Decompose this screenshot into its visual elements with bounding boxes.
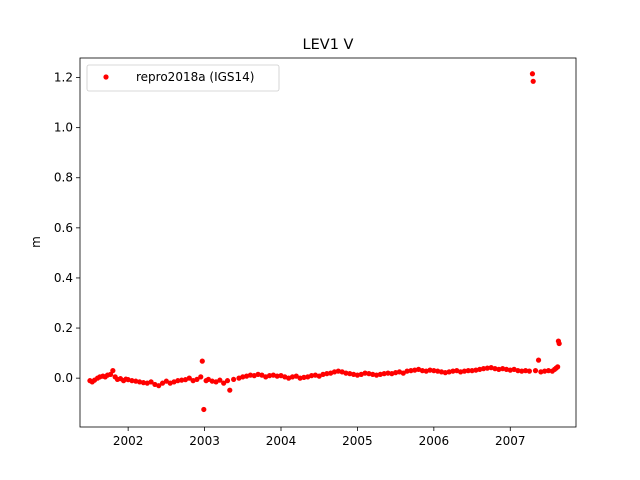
y-tick-label: 1.2 [54, 71, 73, 85]
data-point [542, 368, 548, 374]
data-point [408, 368, 414, 374]
data-point [186, 375, 192, 381]
y-tick-label: 0.8 [54, 171, 73, 185]
chart-title: LEV1 V [303, 37, 354, 53]
data-point [419, 368, 425, 374]
data-point [140, 380, 147, 386]
data-point [301, 374, 307, 380]
plot-frame [79, 57, 577, 428]
data-point [400, 370, 406, 376]
data-point [522, 368, 529, 374]
data-point [427, 367, 433, 373]
y-axis: 0.0 0.2 0.4 0.6 0.8 1.0 1.2 [54, 71, 80, 385]
data-point [201, 406, 207, 413]
data-point [159, 380, 166, 386]
data-point [362, 370, 368, 376]
y-tick-label: 0.6 [54, 221, 73, 235]
data-point [465, 368, 471, 374]
data-point [450, 368, 456, 374]
data-point [179, 377, 185, 383]
data-point [484, 365, 490, 371]
legend-box [86, 64, 280, 92]
data-point [480, 366, 487, 372]
data-point [343, 370, 349, 376]
data-point [199, 358, 205, 364]
y-tick-label: 1.0 [54, 121, 73, 135]
data-point [148, 379, 154, 385]
x-tick-label: 2006 [419, 434, 450, 448]
data-point [175, 378, 181, 384]
data-point [194, 376, 200, 383]
data-point [221, 380, 227, 386]
data-point [247, 372, 254, 378]
data-point [227, 387, 233, 393]
data-point [555, 364, 561, 370]
data-point [110, 368, 116, 374]
data-point [532, 368, 539, 374]
data-point [231, 376, 237, 383]
x-tick-label: 2007 [495, 434, 526, 448]
data-point [431, 368, 437, 374]
data-point [324, 371, 330, 377]
data-point [266, 373, 273, 379]
data-point [274, 373, 280, 379]
data-point [469, 368, 475, 374]
x-axis: 2002 2003 2004 2005 2006 2007 [113, 427, 526, 448]
data-point [461, 368, 468, 374]
y-tick-label: 0.2 [54, 321, 73, 335]
y-axis-label: m [29, 236, 43, 248]
data-point [198, 374, 204, 380]
data-point [107, 371, 114, 377]
data-point [156, 383, 162, 389]
x-tick-label: 2003 [189, 434, 220, 448]
x-tick-label: 2004 [266, 434, 297, 448]
data-point [385, 370, 391, 376]
legend-entry-label: repro2018a (IGS14) [136, 70, 254, 84]
data-point [404, 368, 410, 374]
legend: repro2018a (IGS14) [86, 64, 280, 92]
y-tick-label: 0.0 [54, 371, 73, 385]
data-point [129, 378, 135, 384]
data-point [163, 378, 169, 384]
data-point [530, 78, 536, 84]
data-point [545, 368, 552, 374]
data-point [381, 371, 387, 377]
x-tick-label: 2005 [342, 434, 373, 448]
data-point [526, 368, 532, 374]
plot-area [87, 71, 562, 413]
y-tick-label: 0.4 [54, 271, 73, 285]
data-point [535, 357, 542, 363]
data-point [556, 340, 562, 347]
data-point [224, 378, 231, 384]
data-point [515, 368, 521, 374]
data-point [217, 377, 223, 383]
data-point [519, 368, 525, 374]
x-tick-label: 2002 [113, 434, 144, 448]
data-point [529, 71, 536, 77]
legend-marker [103, 74, 109, 80]
data-point [293, 373, 299, 379]
data-point [308, 373, 315, 379]
